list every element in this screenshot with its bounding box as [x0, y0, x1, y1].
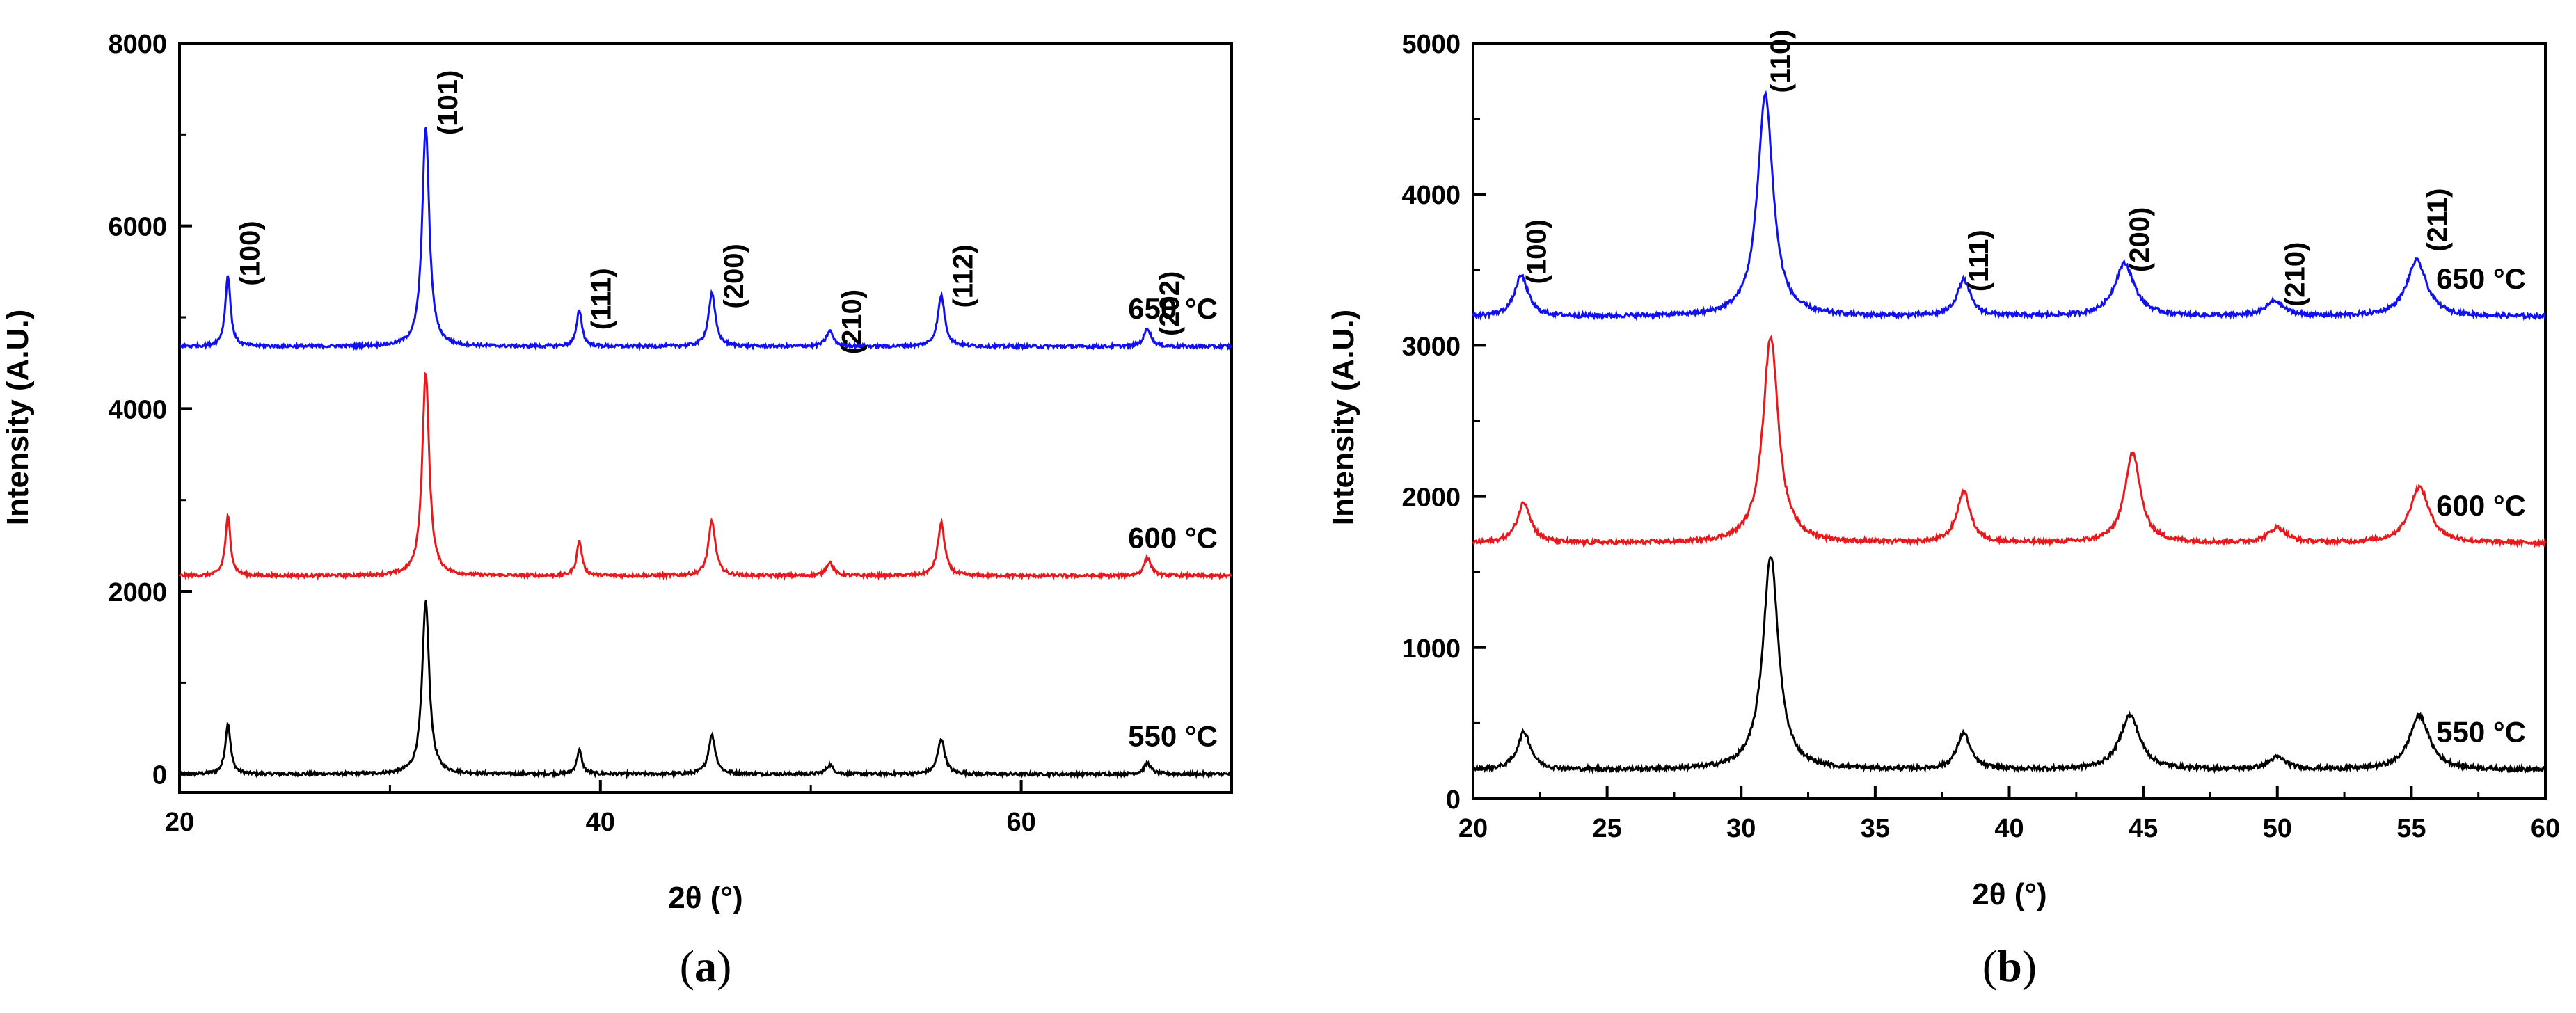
peak-annotation: (200)	[719, 244, 749, 308]
y-tick-label: 8000	[108, 30, 167, 59]
x-tick-label: 45	[2129, 814, 2158, 843]
panel-label-b: (b)	[1982, 941, 2037, 991]
peak-annotation: (101)	[433, 70, 463, 135]
series-label: 600 °C	[1128, 522, 1218, 555]
series-label: 550 °C	[2436, 716, 2526, 749]
series-label: 600 °C	[2436, 489, 2526, 522]
panel-b-frame	[1472, 42, 2547, 800]
x-axis-title: 2θ (°)	[1972, 877, 2046, 911]
peak-annotation: (111)	[1964, 230, 1994, 292]
x-tick-label: 40	[1994, 814, 2024, 843]
peak-annotation: (110)	[1765, 29, 1796, 93]
x-tick-label: 60	[2531, 814, 2560, 843]
peak-annotation: (211)	[2422, 189, 2453, 252]
y-tick-label: 2000	[1401, 484, 1461, 513]
y-axis-title: Intensity (A.U.)	[1326, 310, 1360, 525]
y-tick-label: 6000	[108, 213, 167, 242]
y-tick-label: 1000	[1401, 635, 1461, 664]
x-tick-label: 20	[1458, 814, 1488, 843]
series-line-600	[1472, 335, 2547, 548]
peak-annotation: (210)	[836, 289, 867, 354]
x-tick-label: 30	[1726, 814, 1756, 843]
series-line-550	[1472, 555, 2546, 775]
panel-a-chart: 550 °C 600 °C 650 °C 20 40 60 0 2000 4000 6000 80…	[1, 30, 1233, 991]
series-label: 650 °C	[2436, 262, 2526, 295]
y-tick-label: 3000	[1401, 332, 1461, 361]
peak-annotation: (112)	[948, 244, 979, 308]
y-axis-title: Intensity (A.U.)	[1, 310, 35, 525]
peak-annotation: (210)	[2280, 242, 2311, 307]
x-tick-label: 55	[2396, 814, 2426, 843]
x-tick-label: 60	[1006, 808, 1035, 837]
series-label: 550 °C	[1128, 720, 1218, 753]
panel-label-a: (a)	[680, 941, 732, 991]
y-tick-label: 0	[1446, 785, 1461, 815]
x-tick-label: 25	[1592, 814, 1621, 843]
y-tick-label: 0	[152, 761, 167, 790]
peak-annotation: (111)	[587, 268, 617, 330]
y-tick-label: 4000	[1401, 181, 1461, 210]
y-tick-label: 2000	[108, 578, 167, 607]
series-line-550	[178, 600, 1232, 780]
y-tick-label: 4000	[108, 395, 167, 424]
x-tick-label: 35	[1861, 814, 1890, 843]
x-tick-label: 50	[2263, 814, 2292, 843]
x-axis-title: 2θ (°)	[668, 881, 742, 915]
peak-annotation: (200)	[2124, 207, 2155, 272]
peak-annotation: (100)	[235, 221, 266, 285]
series-line-650	[1472, 90, 2546, 321]
y-tick-label: 5000	[1401, 30, 1461, 59]
x-tick-label: 40	[586, 808, 615, 837]
peak-annotation: (100)	[1521, 219, 1552, 284]
series-label: 650 °C	[1128, 292, 1218, 325]
panel-a-frame	[178, 42, 1233, 794]
peak-annotation: (202)	[1154, 271, 1185, 336]
x-tick-label: 20	[165, 808, 194, 837]
panel-b-chart: 550 °C 600 °C 650 °C 20 25 30 35 40 45 50 55 60 0 10…	[1326, 29, 2560, 991]
series-line-600	[178, 372, 1232, 581]
series-line-650	[179, 127, 1233, 352]
